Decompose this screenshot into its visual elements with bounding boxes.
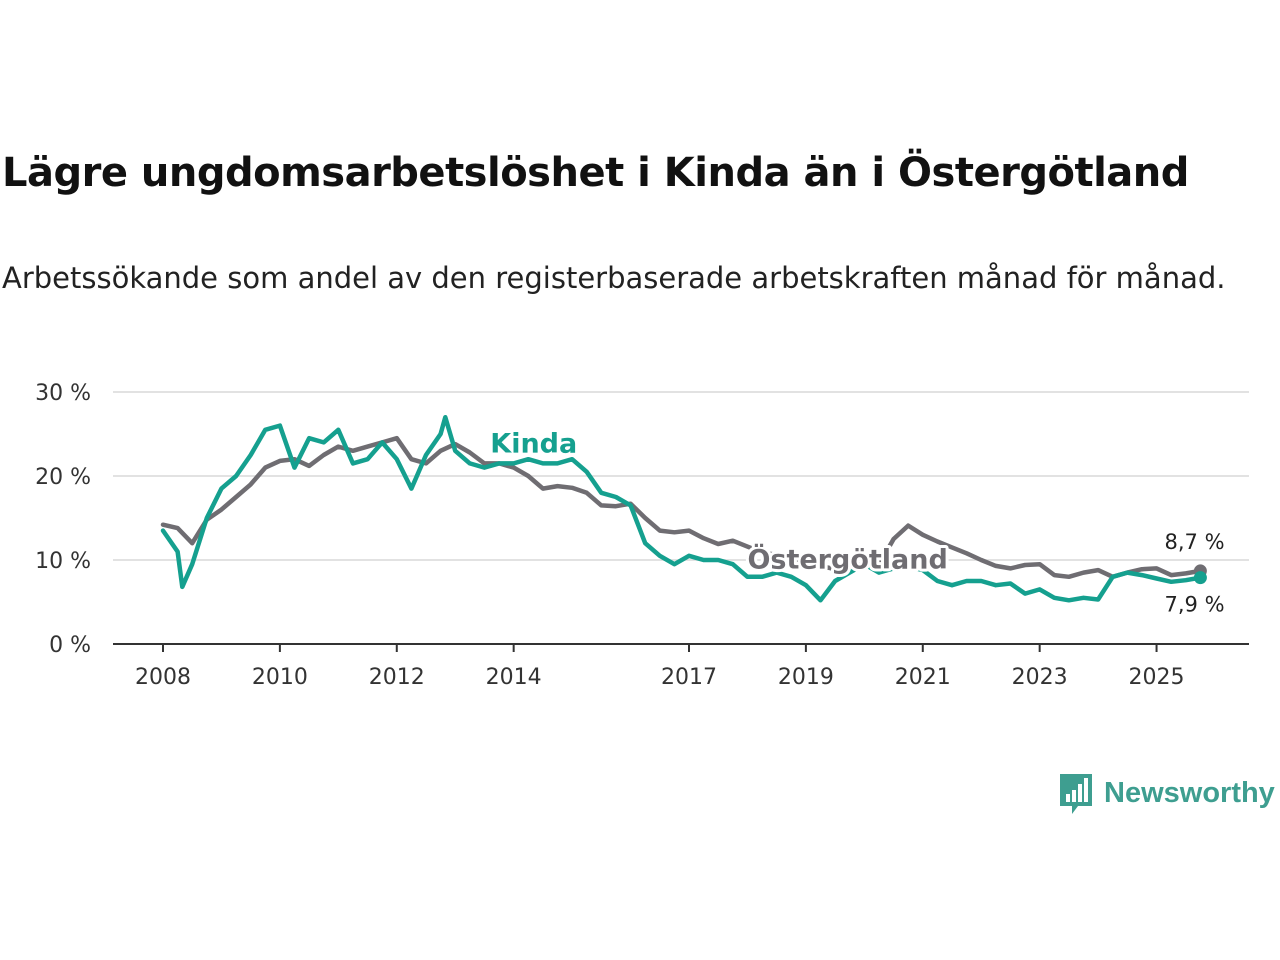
newsworthy-logo-icon — [1060, 774, 1092, 814]
y-tick-label: 30 % — [35, 381, 91, 406]
end-value-kinda: 7,9 % — [1165, 593, 1225, 617]
newsworthy-logo: Newsworthy — [1058, 770, 1275, 816]
end-value-kinda-halo: 7,9 % — [1165, 593, 1225, 617]
line-chart: 0 % 10 % 20 % 30 % 2008 2010 2012 2014 2017 2019… — [35, 381, 1249, 690]
x-tick-label: 2017 — [661, 665, 717, 690]
series-end-point-kinda — [1193, 571, 1207, 585]
series-label-kinda: Kinda — [490, 428, 577, 459]
x-tick-label: 2008 — [135, 665, 191, 690]
x-tick-label: 2010 — [252, 665, 308, 690]
end-value-ostergotland: 8,7 % — [1165, 530, 1225, 554]
series-line--sterg-tland — [160, 435, 1203, 580]
series-label-ostergotland-halo: Östergötland — [747, 542, 947, 575]
x-tick-label: 2019 — [778, 665, 834, 690]
series-line-kinda — [160, 414, 1203, 603]
x-tick-label: 2023 — [1012, 665, 1068, 690]
y-tick-label: 0 % — [49, 633, 91, 658]
end-value-ostergotland-halo: 8,7 % — [1165, 530, 1225, 554]
end-value-ostergotland-group: 8,7 %8,7 % — [1162, 527, 1228, 557]
series-lines — [160, 414, 1207, 603]
x-tick-label: 2014 — [486, 665, 542, 690]
y-axis-ticks: 0 % 10 % 20 % 30 % — [35, 381, 91, 658]
chart-title: Lägre ungdomsarbetslöshet i Kinda än i Ö… — [2, 150, 1189, 196]
x-axis-ticks: 2008 2010 2012 2014 2017 2019 2021 2023 2025 — [135, 644, 1185, 690]
newsworthy-logo-text: Newsworthy — [1104, 776, 1275, 809]
chart-subtitle: Arbetssökande som andel av den registerb… — [2, 261, 1226, 295]
end-value-kinda-group: 7,9 %7,9 % — [1162, 590, 1228, 620]
x-tick-label: 2025 — [1129, 665, 1185, 690]
series-label-kinda-halo: Kinda — [490, 428, 577, 459]
y-gridlines — [113, 391, 1249, 561]
x-tick-label: 2012 — [369, 665, 425, 690]
x-tick-label: 2021 — [895, 665, 951, 690]
y-tick-label: 10 % — [35, 549, 91, 574]
series-label-ostergotland: Östergötland — [747, 542, 947, 575]
y-tick-label: 20 % — [35, 465, 91, 490]
